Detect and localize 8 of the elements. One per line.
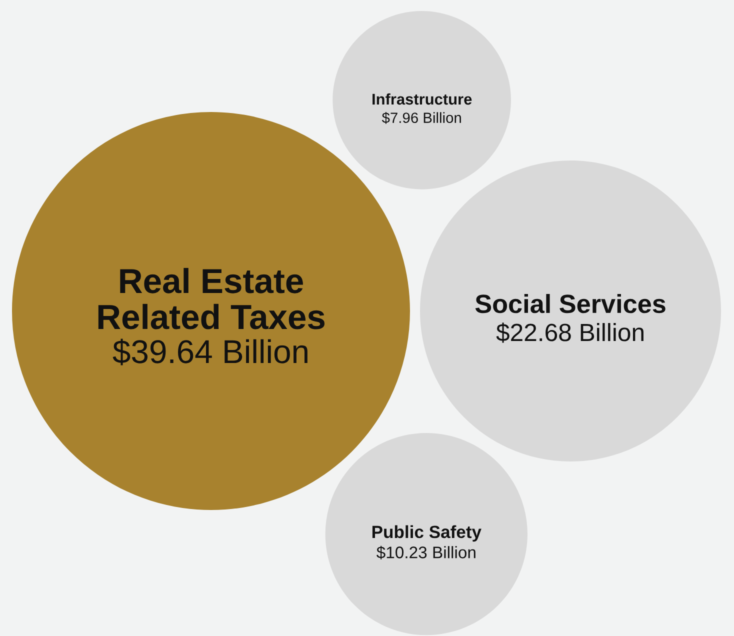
category-label: Infrastructure xyxy=(372,93,472,105)
data-label: $22.68 Billion xyxy=(496,322,644,343)
category-label: Social Services xyxy=(475,294,666,314)
category-label: Public Safety xyxy=(372,525,482,542)
data-label: $7.96 Billion xyxy=(382,112,461,124)
data-label: $39.64 Billion xyxy=(112,338,308,366)
category-label: Real Estate Related Taxes xyxy=(98,268,324,330)
data-label: $10.23 Billion xyxy=(376,546,476,560)
